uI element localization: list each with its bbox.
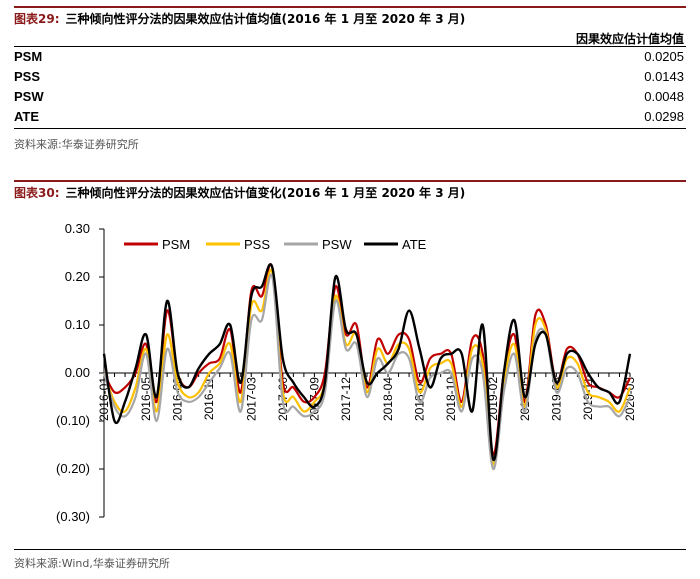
table-row: PSS 0.0143 xyxy=(14,68,686,88)
x-tick-label: 2016-08 xyxy=(171,377,185,421)
row-value: 0.0143 xyxy=(644,69,684,84)
table-title: 三种倾向性评分法的因果效应估计值均值(2016 年 1 月至 2020 年 3 … xyxy=(65,12,466,26)
legend: PSM PSS PSW ATE xyxy=(124,237,427,252)
y-tick-label: 0.00 xyxy=(65,365,90,380)
series-lines xyxy=(102,263,632,471)
chart-source: 资料来源:Wind,华泰证券研究所 xyxy=(14,557,170,570)
table-bottom-rule xyxy=(14,128,686,129)
legend-label: PSW xyxy=(322,237,352,252)
y-tick-label: 0.20 xyxy=(65,269,90,284)
table-number: 图表29: xyxy=(14,12,60,26)
series-line-pss xyxy=(102,268,632,466)
table-header-bar: 图表29: 三种倾向性评分法的因果效应估计值均值(2016 年 1 月至 2020… xyxy=(14,6,686,32)
legend-label: PSM xyxy=(162,237,190,252)
row-label: PSW xyxy=(14,89,44,104)
x-tick-label: 2017-12 xyxy=(339,377,353,421)
table-source: 资料来源:华泰证券研究所 xyxy=(14,138,139,151)
legend-label: PSS xyxy=(244,237,270,252)
legend-label: ATE xyxy=(402,237,427,252)
chart-number: 图表30: xyxy=(14,186,60,200)
series-line-ate xyxy=(102,263,632,461)
y-tick-label: (0.20) xyxy=(56,461,90,476)
row-label: PSM xyxy=(14,49,43,64)
table-row: PSW 0.0048 xyxy=(14,88,686,108)
chart-title: 三种倾向性评分法的因果效应估计值变化(2016 年 1 月至 2020 年 3 … xyxy=(65,186,466,200)
row-label: ATE xyxy=(14,109,40,124)
x-tick-label: 2019-11 xyxy=(581,377,595,420)
row-value: 0.0205 xyxy=(644,49,684,64)
chart-bottom-rule xyxy=(14,549,686,550)
x-tick-label: 2018-04 xyxy=(381,377,395,421)
y-tick-label: 0.10 xyxy=(65,317,90,332)
row-value: 0.0048 xyxy=(644,89,684,104)
table-row: PSM 0.0205 xyxy=(14,48,686,68)
row-value: 0.0298 xyxy=(644,109,684,124)
y-tick-label: 0.30 xyxy=(65,221,90,236)
chart-header-bar: 图表30: 三种倾向性评分法的因果效应估计值变化(2016 年 1 月至 2020… xyxy=(14,180,686,206)
series-line-psw xyxy=(102,273,631,471)
table-column-header: 因果效应估计值均值 xyxy=(575,32,684,46)
y-tick-label: (0.30) xyxy=(56,509,90,524)
x-tick-label: 2017-03 xyxy=(244,377,258,421)
x-tick-label: 2016-05 xyxy=(139,377,153,421)
row-label: PSS xyxy=(14,69,41,84)
table-header-rule xyxy=(14,46,686,47)
y-tick-label: (0.10) xyxy=(56,413,90,428)
y-axis: 0.30 0.20 0.10 0.00 (0.10) (0.20) (0.30) xyxy=(56,221,105,524)
table-row: ATE 0.0298 xyxy=(14,108,686,128)
